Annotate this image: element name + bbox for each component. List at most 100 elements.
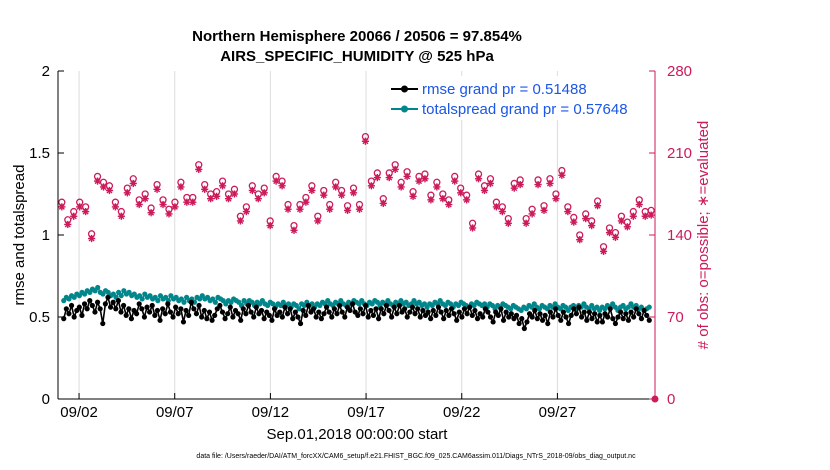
obs-evaluated-marker: [570, 218, 578, 226]
rmse-point: [193, 311, 200, 317]
rmse-point: [235, 311, 241, 317]
y-right-tick-label: 210: [667, 145, 692, 162]
rmse-point: [456, 309, 462, 315]
rmse-point: [186, 312, 192, 318]
rmse-point: [92, 309, 98, 315]
rmse-point: [94, 299, 101, 305]
obs-evaluated-marker: [278, 182, 286, 190]
x-axis-label: Sep.01,2018 00:00:00 start: [267, 426, 449, 443]
rmse-point: [157, 317, 163, 323]
rmse-point: [269, 317, 275, 323]
rmse-point: [620, 316, 626, 322]
rmse-point: [615, 314, 621, 320]
rmse-point: [227, 304, 233, 310]
obs-evaluated-marker: [623, 223, 631, 231]
rmse-point: [180, 319, 187, 325]
obs-evaluated-marker: [528, 210, 536, 218]
rmse-point: [433, 312, 439, 318]
obs-evaluated-marker: [617, 217, 626, 225]
obs-evaluated-marker: [266, 222, 274, 230]
rmse-point: [495, 312, 501, 318]
rmse-point: [547, 309, 553, 315]
obs-evaluated-marker: [213, 192, 221, 200]
obs-evaluated-marker: [611, 233, 620, 241]
x-tick-label: 09/17: [347, 404, 385, 421]
obs-evaluated-marker: [439, 195, 447, 203]
y-axis-right-label: # of obs: o=possible; ∗=evaluated: [695, 121, 712, 350]
obs-evaluated-marker: [64, 220, 72, 229]
rmse-point: [529, 314, 535, 320]
obs-evaluated-marker: [123, 189, 131, 197]
obs-evaluated-marker: [498, 207, 506, 216]
rmse-point: [336, 302, 343, 309]
rmse-point: [196, 302, 202, 309]
rmse-point: [391, 304, 397, 310]
rmse-point: [217, 302, 223, 309]
rmse-point: [438, 309, 444, 315]
rmse-point: [618, 309, 624, 315]
rmse-point: [303, 312, 309, 318]
obs-evaluated-marker: [308, 186, 316, 195]
rmse-point: [519, 316, 525, 322]
obs-evaluated-marker: [516, 181, 524, 189]
rmse-point: [363, 302, 369, 309]
rmse-point: [490, 319, 496, 325]
obs-evaluated-marker: [159, 200, 167, 209]
rmse-point: [243, 311, 249, 317]
rmse-point: [113, 306, 119, 312]
rmse-point: [550, 314, 556, 320]
rmse-point: [644, 312, 650, 318]
obs-evaluated-marker: [629, 212, 637, 220]
rmse-point: [284, 311, 291, 317]
rmse-point: [279, 314, 285, 320]
rmse-point: [524, 319, 530, 325]
rmse-point: [370, 312, 377, 318]
rmse-point: [487, 314, 494, 320]
obs-evaluated-marker: [147, 209, 155, 217]
rmse-point: [610, 316, 616, 322]
obs-evaluated-marker: [480, 186, 489, 195]
rmse-point: [376, 316, 382, 322]
rmse-point: [641, 307, 647, 314]
obs-evaluated-marker: [522, 219, 530, 227]
obs-evaluated-marker: [58, 203, 66, 211]
rmse-point: [586, 309, 593, 315]
obs-evaluated-marker: [129, 179, 137, 188]
obs-evaluated-marker: [391, 165, 399, 173]
y-left-tick-label: 2: [42, 63, 50, 80]
obs-evaluated-marker: [451, 177, 459, 185]
grid-layer: [78, 71, 558, 399]
rmse-point: [355, 312, 361, 318]
spread-point: [296, 306, 302, 312]
rmse-point: [154, 307, 161, 314]
rmse-point: [500, 317, 507, 323]
rmse-point: [592, 311, 598, 317]
rmse-point: [300, 307, 306, 314]
obs-evaluated-marker: [558, 171, 566, 179]
rmse-point: [201, 307, 207, 314]
rmse-point: [425, 309, 431, 315]
y-right-tick-label: 280: [667, 63, 692, 80]
rmse-point: [71, 314, 77, 320]
obs-evaluated-marker: [195, 165, 203, 173]
rmse-point: [178, 306, 184, 312]
chart-title-line-2: AIRS_SPECIFIC_HUMIDITY @ 525 hPa: [220, 48, 494, 65]
legend-spread-label: totalspread grand pr = 0.57648: [422, 101, 628, 118]
rmse-point: [360, 311, 366, 317]
obs-evaluated-marker: [433, 183, 441, 191]
rmse-point: [568, 312, 574, 318]
spread-point: [95, 284, 101, 291]
obs-evaluated-marker: [70, 212, 78, 220]
rmse-point: [513, 312, 520, 318]
rmse-point: [271, 306, 278, 312]
obs-evaluated-marker: [177, 183, 185, 191]
x-tick-label: 09/22: [443, 404, 481, 421]
obs-evaluated-marker: [290, 226, 298, 234]
rmse-point: [357, 306, 364, 312]
rmse-point: [206, 309, 213, 315]
rmse-point: [321, 311, 327, 317]
rmse-point: [102, 301, 108, 307]
obs-evaluated-marker: [379, 199, 387, 207]
rmse-point: [292, 309, 298, 315]
y-right-tick-label: 70: [667, 309, 684, 326]
